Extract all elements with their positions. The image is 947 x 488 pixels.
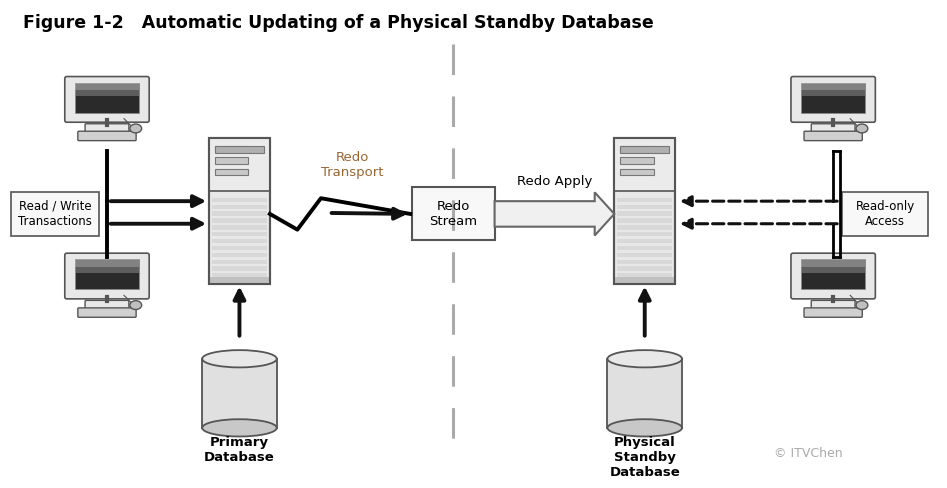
FancyBboxPatch shape <box>64 253 150 299</box>
Bar <box>620 146 670 153</box>
Bar <box>212 246 267 250</box>
Text: © ITVChen: © ITVChen <box>775 447 843 460</box>
Bar <box>615 139 675 284</box>
Bar <box>801 82 866 113</box>
Bar <box>801 259 866 267</box>
Bar <box>209 139 270 191</box>
Bar <box>212 211 267 216</box>
Ellipse shape <box>202 350 277 367</box>
Bar <box>801 82 866 96</box>
Bar <box>215 146 264 153</box>
Text: Read / Write
Transactions: Read / Write Transactions <box>18 200 92 228</box>
FancyBboxPatch shape <box>64 77 150 122</box>
Bar <box>801 259 866 273</box>
Bar <box>617 211 672 216</box>
Bar <box>607 359 682 428</box>
Bar <box>801 259 866 289</box>
FancyBboxPatch shape <box>85 301 129 310</box>
Bar <box>212 218 267 223</box>
Bar <box>212 225 267 230</box>
Bar <box>212 253 267 257</box>
Ellipse shape <box>856 124 867 133</box>
Bar <box>75 82 139 113</box>
FancyBboxPatch shape <box>804 308 863 317</box>
Bar <box>842 192 928 236</box>
Bar <box>212 260 267 264</box>
Bar <box>620 158 653 163</box>
Bar <box>620 169 653 175</box>
Bar <box>617 225 672 230</box>
Text: Figure 1-2   Automatic Updating of a Physical Standby Database: Figure 1-2 Automatic Updating of a Physi… <box>23 14 653 32</box>
Text: Physical
Standby
Database: Physical Standby Database <box>609 436 680 479</box>
Bar <box>617 273 672 278</box>
Bar <box>617 218 672 223</box>
FancyBboxPatch shape <box>804 131 863 141</box>
Text: Redo
Transport: Redo Transport <box>321 151 384 179</box>
Bar <box>209 139 270 284</box>
Bar <box>10 192 99 236</box>
Text: Redo Apply: Redo Apply <box>517 175 592 188</box>
Bar <box>617 266 672 271</box>
Bar <box>212 198 267 202</box>
Bar <box>617 204 672 209</box>
Bar <box>212 273 267 278</box>
Bar <box>617 232 672 237</box>
Bar <box>212 266 267 271</box>
Ellipse shape <box>607 419 682 436</box>
FancyBboxPatch shape <box>85 124 129 133</box>
Bar <box>617 246 672 250</box>
FancyBboxPatch shape <box>78 308 136 317</box>
Bar <box>215 146 248 152</box>
FancyBboxPatch shape <box>812 301 855 310</box>
Ellipse shape <box>130 301 142 309</box>
Bar <box>620 146 653 152</box>
Text: Read-only
Access: Read-only Access <box>855 200 915 228</box>
Bar <box>801 82 866 90</box>
FancyBboxPatch shape <box>791 253 875 299</box>
Bar <box>212 204 267 209</box>
Ellipse shape <box>202 419 277 436</box>
FancyBboxPatch shape <box>791 77 875 122</box>
Ellipse shape <box>856 301 867 309</box>
Bar <box>75 82 139 96</box>
Bar <box>617 239 672 244</box>
Bar <box>617 253 672 257</box>
Bar <box>617 260 672 264</box>
Bar <box>202 359 277 428</box>
Bar <box>615 139 675 191</box>
Bar <box>615 139 675 284</box>
Bar <box>212 239 267 244</box>
Text: Primary
Database: Primary Database <box>205 436 275 464</box>
Bar <box>209 139 270 284</box>
Bar <box>212 232 267 237</box>
Text: Redo
Stream: Redo Stream <box>429 200 477 228</box>
Ellipse shape <box>130 124 142 133</box>
FancyBboxPatch shape <box>78 131 136 141</box>
Bar <box>75 259 139 273</box>
Bar <box>615 277 675 284</box>
Bar <box>617 198 672 202</box>
FancyBboxPatch shape <box>812 124 855 133</box>
Bar <box>75 259 139 267</box>
Bar <box>412 187 494 241</box>
Ellipse shape <box>607 350 682 367</box>
Bar <box>75 259 139 289</box>
Bar <box>75 82 139 90</box>
Bar <box>215 169 248 175</box>
Polygon shape <box>494 192 615 236</box>
Bar <box>215 158 248 163</box>
Bar <box>209 277 270 284</box>
